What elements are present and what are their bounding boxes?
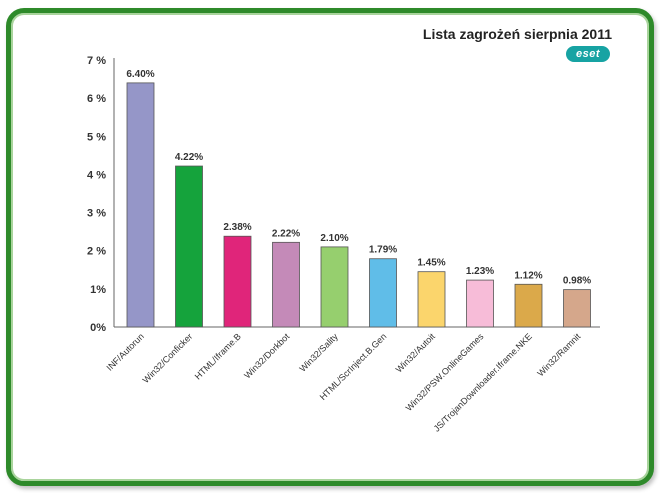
bar <box>514 283 543 328</box>
category-label: INF/Autorun <box>105 331 146 372</box>
eset-logo: eset <box>566 46 610 62</box>
y-tick-label: 7 % <box>87 55 106 67</box>
category-label: JS/TrojanDownloader.Iframe.NKE <box>432 331 534 433</box>
y-tick-label: 5 % <box>87 131 106 143</box>
value-labels: 6.40% 4.22% 2.38% 2.22% 2.10% 1.79% 1.45% 1.23%… <box>126 69 591 287</box>
y-tick-label: 2 % <box>87 246 106 258</box>
value-label: 2.10% <box>320 233 348 244</box>
value-label: 1.12% <box>514 270 542 281</box>
bar <box>320 246 349 328</box>
value-label: 0.98% <box>563 276 591 287</box>
bar <box>126 82 155 328</box>
bar <box>417 271 446 328</box>
bar <box>175 165 203 328</box>
y-tick-label: 3 % <box>87 208 106 220</box>
y-tick-label: 4 % <box>87 169 106 181</box>
value-label: 6.40% <box>126 69 154 80</box>
y-tick-label: 0% <box>90 322 106 334</box>
category-label: Win32/Conficker <box>141 331 195 385</box>
bar <box>466 279 494 328</box>
category-label: Win32/Autoit <box>394 331 438 375</box>
chart-title: Lista zagrożeń sierpnia 2011 <box>422 26 612 42</box>
bars <box>126 82 591 328</box>
category-label: Win32/Dorkbot <box>242 331 292 381</box>
y-tick-label: 6 % <box>87 93 106 105</box>
y-ticks: 0% 1% 2 % 3 % 4 % 5 % 6 % 7 % <box>87 55 106 334</box>
y-tick-label: 1% <box>90 284 106 296</box>
value-label: 1.23% <box>466 266 494 277</box>
value-label: 2.22% <box>272 228 300 239</box>
bar <box>563 289 591 328</box>
value-label: 4.22% <box>175 152 203 163</box>
category-label: Win32/PSW.OnlineGames <box>404 331 486 413</box>
category-label: HTML/Iframe.B <box>193 331 243 381</box>
bar <box>272 241 300 328</box>
category-label: Win32/Ramnit <box>535 331 582 378</box>
value-label: 1.45% <box>417 258 445 269</box>
value-label: 1.79% <box>369 245 397 256</box>
bar <box>369 258 397 328</box>
category-label: Win32/Sality <box>297 331 340 374</box>
bar <box>223 235 252 328</box>
value-label: 2.38% <box>223 222 251 233</box>
